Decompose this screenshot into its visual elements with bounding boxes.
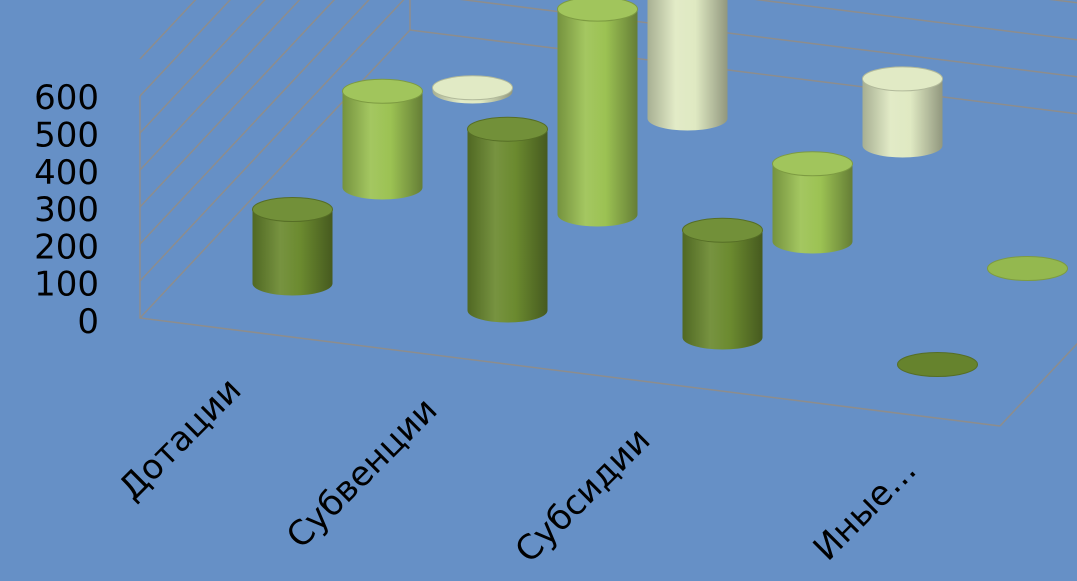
bar — [772, 151, 853, 254]
gridline — [139, 0, 266, 134]
bar-body — [252, 209, 333, 296]
floor-edge-right — [999, 342, 1077, 427]
bar-top — [252, 197, 333, 222]
bar-top — [682, 217, 763, 243]
x-axis: Дотации Субвенции Субсидии Иные... — [111, 370, 924, 571]
gridline — [139, 0, 301, 171]
bar — [252, 197, 333, 296]
y-tick-label: 0 — [77, 302, 99, 342]
bar-top — [772, 151, 853, 177]
y-tick-label: 600 — [34, 78, 99, 118]
bars — [252, 0, 1068, 377]
gridline — [139, 0, 1077, 282]
bar — [432, 75, 513, 104]
bar-body — [557, 9, 638, 227]
bar — [862, 66, 943, 158]
bar-body — [342, 91, 423, 200]
bar — [682, 217, 763, 350]
bar-body — [772, 163, 853, 254]
x-tick-label: Иные... — [806, 450, 925, 569]
y-tick-label: 300 — [34, 190, 99, 230]
y-tick-label: 400 — [34, 153, 99, 193]
bar-body — [647, 0, 728, 131]
bar-top — [467, 116, 548, 142]
gridline — [139, 29, 1077, 319]
bar-top — [557, 0, 638, 22]
gridline — [139, 0, 1077, 245]
bar — [987, 256, 1068, 281]
y-tick-label: 200 — [34, 227, 99, 267]
bar — [647, 0, 728, 131]
bar-body — [467, 129, 548, 323]
x-tick-label: Дотации — [111, 370, 249, 508]
gridline — [139, 0, 1077, 208]
x-tick-label: Субвенции — [279, 390, 445, 556]
bar — [897, 352, 978, 377]
y-tick-label: 500 — [34, 116, 99, 156]
bar-top — [987, 256, 1068, 281]
bar-top — [342, 78, 423, 104]
gridlines — [139, 0, 1077, 319]
bar-body — [682, 230, 763, 350]
y-tick-label: 100 — [34, 265, 99, 305]
bar-top — [897, 352, 978, 377]
bar-body — [432, 87, 513, 104]
bar — [557, 0, 638, 227]
bar-top — [862, 66, 943, 92]
bar — [342, 78, 423, 200]
bar — [467, 116, 548, 323]
bar-top — [432, 75, 513, 101]
x-tick-label: Субсидии — [508, 420, 659, 571]
bar-body — [862, 78, 943, 158]
